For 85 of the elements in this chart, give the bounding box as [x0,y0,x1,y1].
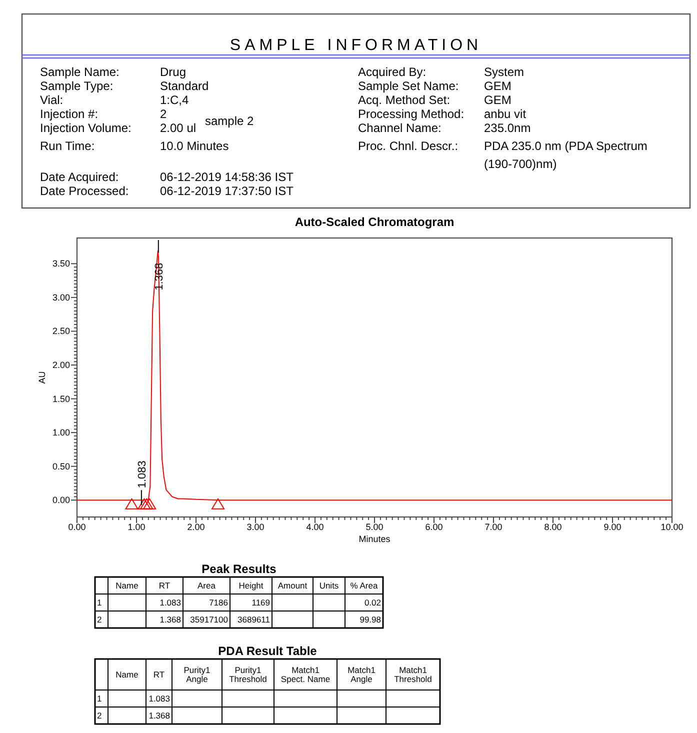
text: Match1 Threshold [394,665,432,684]
text: 10.0 Minutes [160,139,229,153]
text: 0.02 [364,598,382,608]
text: Peak Results [202,562,277,576]
text: Processing Method: [358,107,464,121]
text: 06-12-2019 14:58:36 IST [160,170,294,184]
x-tick-label: 7.00 [484,522,502,532]
text: Area [198,580,216,590]
text: Name [116,580,139,590]
text: Channel Name: [358,121,442,135]
text: Injection Volume: [40,121,132,135]
x-axis-title: Minutes [358,534,391,544]
x-tick-label: 5.00 [366,522,384,532]
text: Amount [278,580,308,590]
x-tick-label: 6.00 [425,522,443,532]
text: GEM [484,79,512,93]
text: 99.98 [360,614,382,624]
text: 235.0nm [484,121,531,135]
text: Injection #: [40,107,98,121]
x-tick-label: 9.00 [604,522,622,532]
text: Units [319,580,339,590]
text: Purity1 Threshold [229,665,268,684]
chart-title: Auto-Scaled Chromatogram [294,215,454,229]
x-tick-label: 0.00 [68,522,86,532]
text: PDA 235.0 nm (PDA Spectrum [484,139,648,153]
y-tick-label: 1.00 [52,428,70,438]
text: anbu vit [484,107,527,121]
text: Vial: [40,93,64,107]
text: Sample Type: [40,79,114,93]
text: Name [116,670,139,680]
text: sample 2 [205,114,254,128]
text: Height [238,580,264,590]
y-tick-label: 3.50 [52,258,70,269]
text: 2 [97,710,102,720]
text: System [484,65,524,79]
text: SAMPLE INFORMATION [230,37,482,54]
text: 7186 [209,598,228,608]
y-tick-label: 2.50 [52,326,70,336]
text: Standard [160,79,209,93]
y-tick-label: 2.00 [52,360,70,370]
text: 06-12-2019 17:37:50 IST [160,184,294,198]
y-tick-label: 3.00 [52,292,70,302]
text: 2 [160,107,167,121]
x-tick-label: 8.00 [544,522,562,532]
text: GEM [484,93,512,107]
text: PDA Result Table [218,644,318,658]
text: Proc. Chnl. Descr.: [358,139,458,153]
text: 35917100 [190,614,228,624]
text: Date Acquired: [40,170,119,184]
text: RT [158,580,170,590]
text: 1.083 [160,598,182,608]
text: Sample Name: [40,65,120,79]
text: 1 [97,598,102,608]
text: Run Time: [40,139,95,153]
x-tick-label: 4.00 [306,522,324,532]
text: 1.083 [148,694,170,704]
text: 3689611 [238,614,270,624]
text: Purity1 Angle [184,665,210,684]
text: Acq. Method Set: [358,93,450,107]
text: 1:C,4 [160,93,190,107]
y-tick-label: 0.50 [52,461,70,472]
text: Drug [160,65,186,79]
text: Match1 Angle [348,665,376,684]
y-tick-label: 0.00 [52,495,70,506]
x-tick-label: 2.00 [187,522,205,532]
text: 1169 [252,598,270,608]
y-axis-title: AU [37,371,47,384]
x-tick-label: 3.00 [246,522,264,532]
text: 1.368 [148,710,170,720]
text: 1 [97,694,102,704]
text: Sample Set Name: [358,79,459,93]
x-tick-label: 1.00 [128,522,146,532]
text: Acquired By: [358,65,426,79]
text: Date Processed: [40,184,129,198]
text: % Area [350,580,378,590]
text: 2.00 ul [160,121,196,135]
text: RT [153,670,165,680]
text: Match1 Spect. Name [280,665,330,684]
annotation: 1.083 [136,460,148,488]
text: 2 [97,614,102,624]
annotation: 1.368 [153,262,166,290]
text: 1.368 [160,614,182,624]
text: (190-700)nm) [484,157,557,171]
x-tick-label: 10.00 [660,522,684,532]
y-tick-label: 1.50 [52,394,70,404]
